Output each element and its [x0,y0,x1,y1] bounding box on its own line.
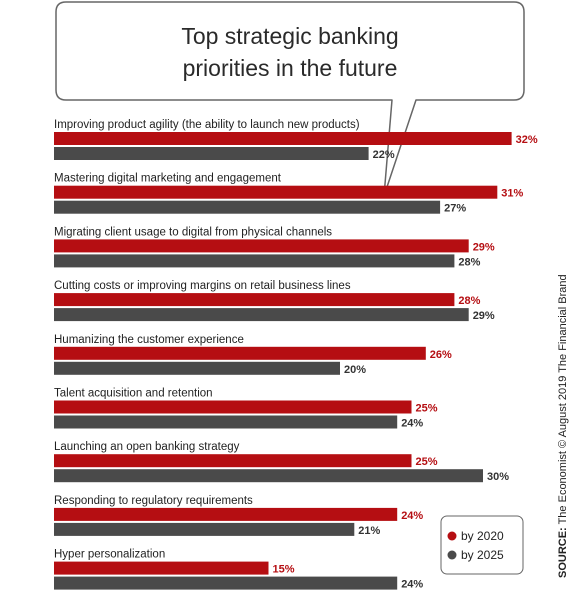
bar-2025 [54,576,398,590]
value-label-2020: 31% [501,188,523,200]
category-group: Cutting costs or improving margins on re… [54,280,495,322]
chart-title-line-2: priorities in the future [183,55,398,81]
category-label: Hyper personalization [54,549,165,561]
category-group: Launching an open banking strategy 25% 30% [54,441,509,483]
category-group: Talent acquisition and retention 25% 24% [54,388,438,430]
value-label-2025: 20% [344,364,366,376]
bar-2020 [54,239,469,253]
value-label-2025: 30% [487,471,509,483]
source-prefix: SOURCE: [557,527,569,578]
bar-2020 [54,293,455,307]
title-bubble [55,1,525,197]
category-label: Migrating client usage to digital from p… [54,226,332,238]
bar-2025 [54,415,398,429]
bar-2020 [54,185,498,199]
chart-title-line-1: Top strategic banking [181,23,398,49]
bar-2025 [54,147,369,160]
category-label: Improving product agility (the ability t… [54,119,360,131]
value-label-2025: 24% [401,579,423,591]
category-group: Improving product agility (the ability t… [54,119,538,161]
category-label: Humanizing the customer experience [54,334,244,346]
value-label-2020: 15% [273,564,295,576]
bar-2020 [54,132,512,145]
bar-2020 [54,346,426,360]
bars-layer: Improving product agility (the ability t… [54,119,538,591]
legend-swatch-2020 [447,531,457,541]
source-credit: SOURCE: The Economist © August 2019 The … [557,274,569,578]
value-label-2020: 24% [401,510,423,522]
bar-2020 [54,561,269,575]
value-label-2020: 29% [473,241,495,253]
bar-2025 [54,469,483,483]
bar-2020 [54,507,398,521]
value-label-2025: 28% [458,256,480,268]
legend-label-2025: by 2025 [461,548,504,562]
bar-2025 [54,254,455,268]
category-label: Responding to regulatory requirements [54,495,253,507]
value-label-2020: 28% [458,295,480,307]
value-label-2025: 21% [358,525,380,537]
category-group: Humanizing the customer experience 26% 20% [54,334,452,376]
category-label: Launching an open banking strategy [54,441,240,453]
category-group: Hyper personalization 15% 24% [54,549,423,591]
value-label-2025: 27% [444,203,466,215]
legend-swatch-2025 [447,550,457,560]
bar-2020 [54,400,412,414]
category-label: Cutting costs or improving margins on re… [54,280,351,292]
legend-box [440,515,524,575]
category-label: Mastering digital marketing and engageme… [54,173,282,185]
category-group: Responding to regulatory requirements 24%… [54,495,423,537]
legend-label-2020: by 2020 [461,529,504,543]
value-label-2025: 22% [373,149,395,161]
bar-2025 [54,200,441,214]
value-label-2025: 24% [401,418,423,430]
bar-2025 [54,522,355,536]
bar-2025 [54,361,340,375]
value-label-2020: 25% [416,403,438,415]
value-label-2020: 32% [516,134,538,146]
source-text: The Economist © August 2019 The Financia… [557,274,569,527]
legend: by 2020 by 2025 [440,515,524,575]
category-group: Mastering digital marketing and engageme… [54,173,524,215]
value-label-2025: 29% [473,310,495,322]
category-label: Talent acquisition and retention [54,388,213,400]
bar-2020 [54,454,412,468]
value-label-2020: 25% [416,456,438,468]
category-group: Migrating client usage to digital from p… [54,226,495,268]
value-label-2020: 26% [430,349,452,361]
bar-2025 [54,308,469,322]
